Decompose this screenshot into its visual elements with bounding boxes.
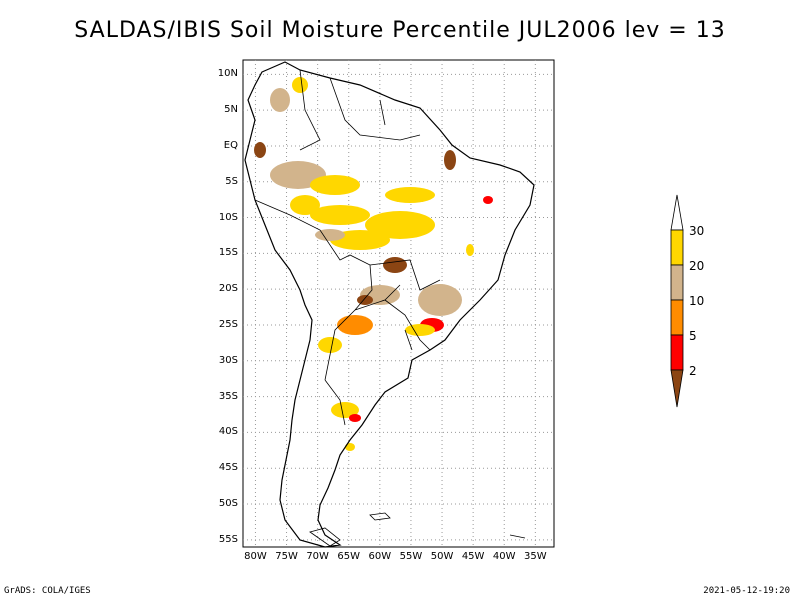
lat-tick-label: 10S bbox=[218, 211, 238, 223]
soil-moisture-field bbox=[254, 77, 493, 451]
lon-tick-label: 35W bbox=[524, 551, 547, 562]
lat-tick-label: 25S bbox=[218, 318, 238, 330]
footer-timestamp: 2021-05-12-19:20 bbox=[703, 586, 790, 596]
lat-tick-label: 35S bbox=[218, 390, 238, 402]
lat-tick-label: 5N bbox=[224, 104, 238, 116]
lat-tick-label: 15S bbox=[218, 247, 238, 259]
lon-tick-label: 70W bbox=[306, 551, 329, 562]
lon-tick-label: 40W bbox=[492, 551, 516, 562]
lon-tick-label: 45W bbox=[461, 551, 485, 562]
lon-tick-label: 55W bbox=[399, 551, 423, 562]
lon-tick-label: 60W bbox=[368, 551, 392, 562]
footer-software: GrADS: COLA/IGES bbox=[4, 586, 91, 596]
lat-tick-label: 10N bbox=[217, 68, 238, 80]
lat-tick-label: 20S bbox=[218, 283, 238, 295]
map-title: SALDAS/IBIS Soil Moisture Percentile JUL… bbox=[74, 18, 726, 43]
lat-tick-label: EQ bbox=[223, 139, 238, 151]
lon-tick-label: 75W bbox=[275, 551, 298, 562]
lat-tick-label: 5S bbox=[225, 175, 238, 187]
south-america-outline bbox=[244, 61, 535, 548]
lon-tick-label: 65W bbox=[337, 551, 361, 562]
country-borders bbox=[254, 69, 441, 426]
lat-tick-label: 55S bbox=[218, 533, 238, 545]
lat-tick-label: 30S bbox=[218, 354, 238, 366]
lat-tick-label: 45S bbox=[218, 462, 238, 474]
map-frame bbox=[242, 59, 555, 548]
lon-tick-label: 80W bbox=[244, 551, 267, 562]
lat-tick-label: 50S bbox=[218, 498, 238, 510]
tierra-del-fuego bbox=[309, 512, 526, 547]
lat-axis: 10N 5N EQ 5S 10S 15S 20S 25S 30S 35S 40S 45S 50S 55S bbox=[0, 0, 243, 600]
lon-tick-label: 50W bbox=[430, 551, 454, 562]
lat-tick-label: 40S bbox=[218, 426, 238, 438]
